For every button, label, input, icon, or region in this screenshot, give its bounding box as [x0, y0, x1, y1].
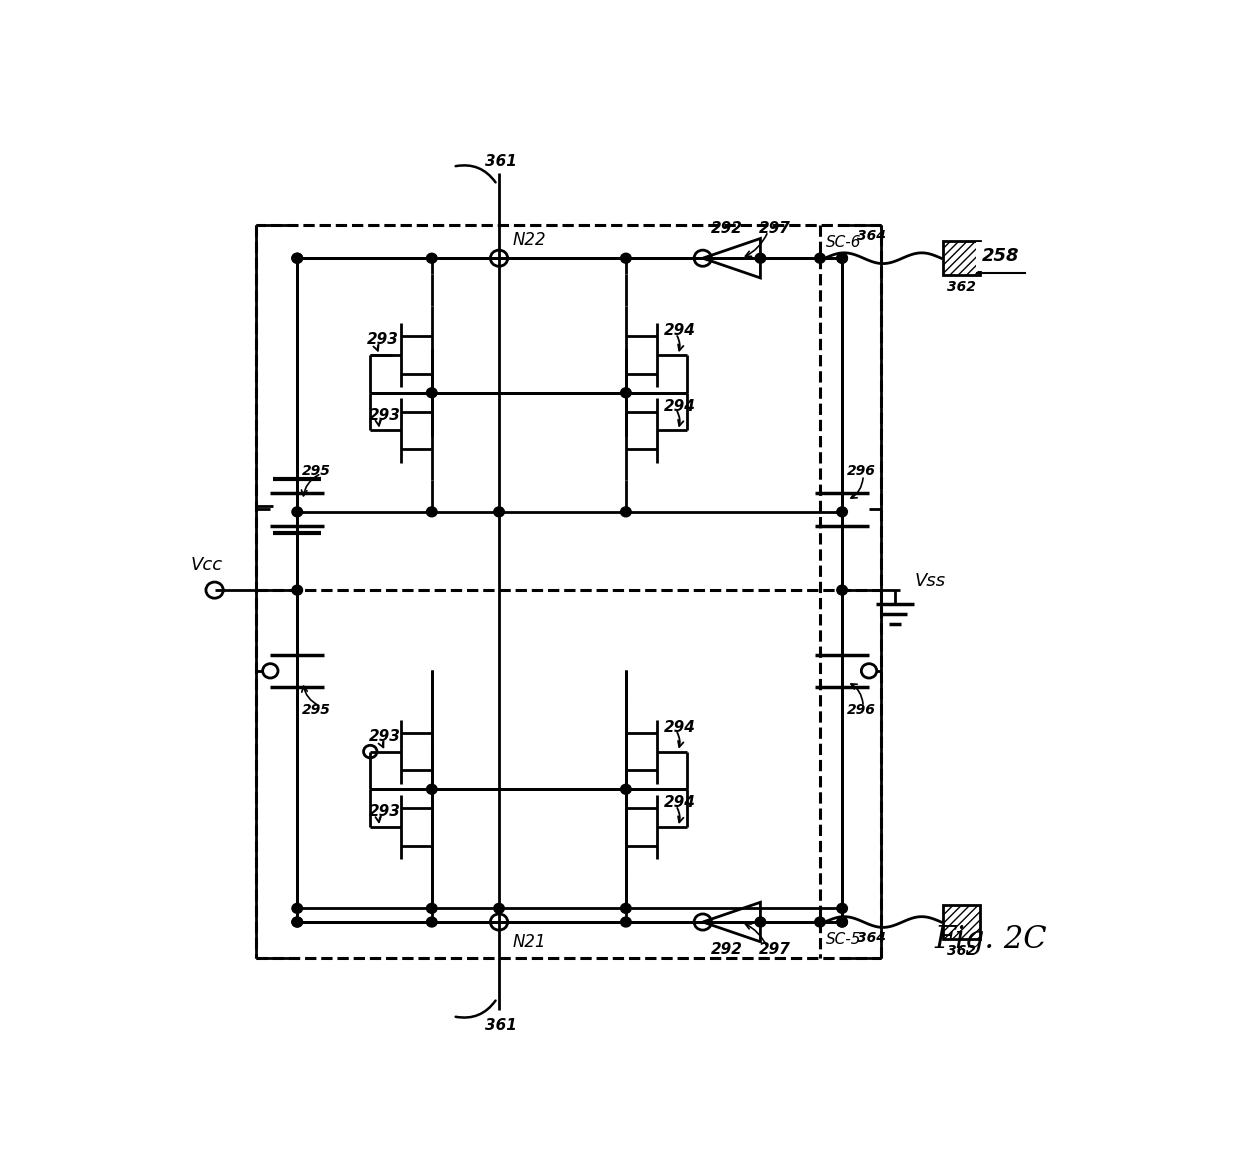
Text: 295: 295	[303, 465, 331, 479]
Circle shape	[755, 917, 766, 927]
Circle shape	[815, 253, 826, 263]
Text: N21: N21	[512, 933, 546, 951]
Circle shape	[291, 903, 303, 913]
Text: 292: 292	[711, 942, 743, 958]
Circle shape	[620, 903, 631, 913]
Circle shape	[291, 507, 303, 517]
Circle shape	[291, 585, 303, 595]
Text: 293: 293	[370, 408, 402, 423]
Text: Fig. 2C: Fig. 2C	[935, 925, 1048, 955]
Circle shape	[494, 507, 505, 517]
Circle shape	[837, 507, 847, 517]
Circle shape	[427, 388, 436, 397]
Circle shape	[427, 253, 436, 263]
Text: 364: 364	[857, 931, 885, 945]
Text: 293: 293	[370, 804, 402, 819]
Text: 294: 294	[665, 796, 696, 810]
Bar	[942, 905, 980, 939]
Circle shape	[427, 507, 436, 517]
Circle shape	[815, 917, 826, 927]
Text: 362: 362	[947, 281, 976, 295]
Text: 362: 362	[947, 944, 976, 959]
Text: 294: 294	[665, 720, 696, 735]
Text: 292: 292	[711, 221, 743, 236]
Text: 361: 361	[485, 154, 517, 169]
Text: Vss: Vss	[914, 572, 945, 589]
Text: 297: 297	[759, 942, 791, 958]
Circle shape	[291, 917, 303, 927]
Text: Vcc: Vcc	[191, 557, 223, 574]
Circle shape	[755, 253, 766, 263]
Circle shape	[620, 917, 631, 927]
Circle shape	[837, 903, 847, 913]
Text: 361: 361	[485, 1018, 517, 1032]
Circle shape	[427, 784, 436, 795]
Circle shape	[494, 903, 505, 913]
Circle shape	[291, 253, 303, 263]
Text: 294: 294	[665, 324, 696, 338]
Circle shape	[620, 388, 631, 397]
Circle shape	[427, 917, 436, 927]
Circle shape	[837, 585, 847, 595]
Circle shape	[620, 507, 631, 517]
Text: 293: 293	[370, 729, 402, 743]
Circle shape	[837, 253, 847, 263]
Circle shape	[291, 917, 303, 927]
Circle shape	[837, 253, 847, 263]
Circle shape	[620, 784, 631, 795]
Text: 293: 293	[367, 332, 398, 347]
Text: 297: 297	[759, 221, 791, 236]
Circle shape	[837, 917, 847, 927]
Text: 296: 296	[847, 702, 875, 716]
Circle shape	[837, 917, 847, 927]
Text: N22: N22	[512, 231, 546, 249]
Bar	[942, 241, 980, 275]
Circle shape	[291, 253, 303, 263]
Text: 294: 294	[665, 398, 696, 414]
Text: 364: 364	[857, 230, 885, 243]
Text: SC-5: SC-5	[826, 932, 862, 947]
Circle shape	[427, 903, 436, 913]
Text: 296: 296	[847, 465, 875, 479]
Text: SC-6: SC-6	[826, 235, 862, 250]
Circle shape	[620, 253, 631, 263]
Text: 295: 295	[303, 702, 331, 716]
Text: 258: 258	[982, 247, 1019, 266]
